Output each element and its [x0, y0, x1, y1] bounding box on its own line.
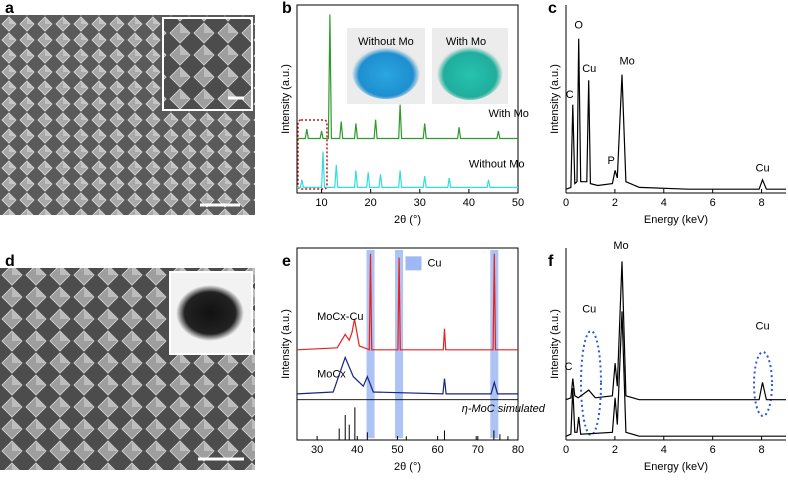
highlight-band — [395, 250, 404, 439]
series-label: Without Mo — [469, 159, 525, 171]
sem-inset — [162, 17, 253, 111]
x-tick-label: 4 — [661, 444, 667, 456]
x-tick-label: 10 — [315, 197, 327, 209]
annotation: Mo — [619, 55, 634, 67]
panel-label: c — [548, 0, 557, 17]
x-axis-label: Energy (keV) — [644, 214, 708, 226]
spectrum-line — [296, 253, 518, 351]
x-tick-label: 40 — [463, 197, 475, 209]
highlight-ellipse — [753, 351, 773, 417]
annotation: With Mo — [446, 36, 486, 48]
y-axis-label: Intensity (a.u.) — [549, 309, 561, 379]
series-label: MoCx-Cu — [317, 311, 363, 323]
panel-label: b — [282, 0, 292, 17]
x-tick-label: 20 — [365, 197, 377, 209]
legend-label: Cu — [427, 257, 441, 269]
panel-label: f — [548, 253, 554, 270]
y-axis-label: Intensity (a.u.) — [549, 64, 561, 134]
x-tick-label: 2 — [612, 444, 618, 456]
annotation: O — [574, 20, 583, 32]
x-tick-label: 50 — [512, 197, 524, 209]
x-tick-label: 8 — [758, 444, 764, 456]
highlight-band — [366, 250, 375, 439]
spectrum-line — [296, 355, 518, 395]
plot-frame — [296, 4, 519, 194]
x-tick-label: 6 — [710, 444, 716, 456]
annotation: Cu — [582, 63, 596, 75]
annotation: C — [564, 361, 572, 373]
spectrum-line — [297, 151, 518, 188]
x-tick-label: 2 — [612, 197, 618, 209]
x-tick-label: 80 — [512, 444, 524, 456]
panel-label: e — [282, 253, 291, 270]
teal-powder — [437, 44, 503, 100]
x-tick-label: 70 — [472, 444, 484, 456]
x-tick-label: 0 — [563, 197, 569, 209]
black-powder — [176, 285, 244, 341]
panel-label: d — [5, 253, 15, 270]
annotation: Without Mo — [358, 36, 414, 48]
panel-label: a — [5, 0, 14, 17]
spectrum-line — [297, 14, 518, 140]
annotation: Cu — [756, 162, 770, 174]
y-axis-label: Intensity (a.u.) — [280, 64, 292, 134]
annotation: P — [608, 155, 615, 167]
spectrum-line — [565, 261, 786, 401]
annotation: Cu — [582, 303, 596, 315]
x-tick-label: 30 — [311, 444, 323, 456]
x-tick-label: 8 — [758, 197, 764, 209]
x-tick-label: 4 — [661, 197, 667, 209]
x-tick-label: 40 — [351, 444, 363, 456]
series-label: With Mo — [489, 108, 529, 120]
legend-swatch — [405, 256, 422, 271]
series-label: η-MoC simulated — [462, 403, 546, 415]
plot-frame — [296, 247, 519, 441]
highlight-band — [490, 250, 499, 439]
blue-powder — [352, 45, 420, 99]
highlight-ellipse — [580, 330, 602, 436]
spectrum-line — [565, 38, 786, 190]
annotation: Cu — [756, 321, 770, 333]
x-tick-label: 6 — [710, 197, 716, 209]
x-tick-label: 30 — [414, 197, 426, 209]
x-axis-label: 2θ (°) — [394, 461, 421, 473]
spectrum-line — [565, 311, 786, 437]
x-axis-label: 2θ (°) — [394, 214, 421, 226]
x-tick-label: 60 — [432, 444, 444, 456]
annotation: Mo — [613, 240, 628, 252]
x-tick-label: 50 — [391, 444, 403, 456]
annotation: C — [566, 89, 574, 101]
x-axis-label: Energy (keV) — [644, 461, 708, 473]
x-tick-label: 0 — [563, 444, 569, 456]
series-label: MoCx — [317, 369, 346, 381]
y-axis-label: Intensity (a.u.) — [280, 309, 292, 379]
